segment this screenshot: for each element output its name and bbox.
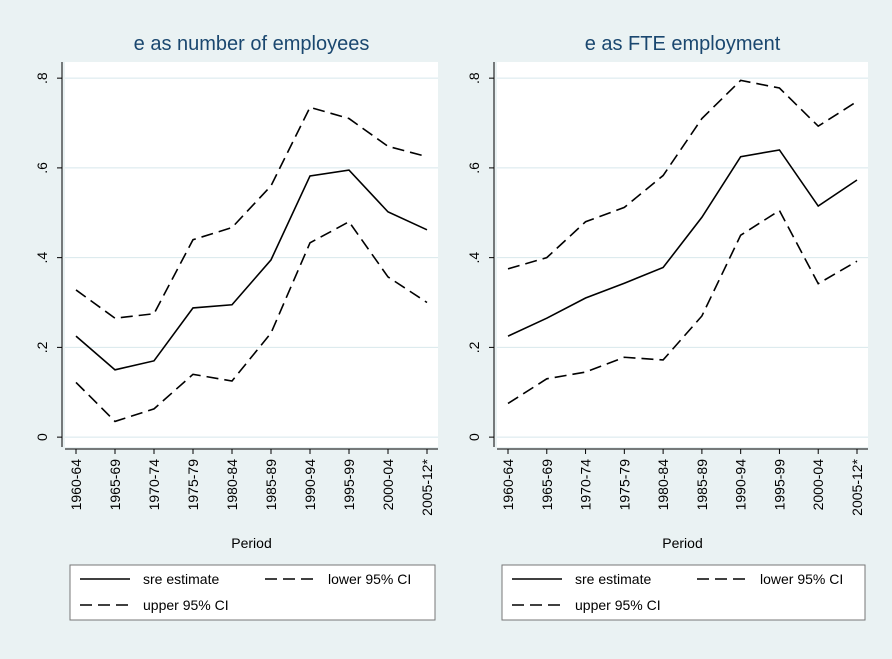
- series-line: [75, 220, 428, 423]
- x-tick-label: 1985-89: [694, 459, 710, 511]
- legend-label: sre estimate: [575, 571, 651, 587]
- series-line: [75, 106, 428, 320]
- plot-area: [497, 62, 868, 447]
- legend: [501, 564, 866, 621]
- x-tick-label: 1990-94: [733, 459, 749, 511]
- chart-title: e as FTE employment: [585, 33, 781, 55]
- x-tick-label: 2005-12*: [849, 458, 865, 515]
- series-line: [75, 169, 428, 371]
- x-tick-label: 2000-04: [380, 459, 396, 511]
- x-tick-label: 1980-84: [224, 459, 240, 511]
- y-tick-label: 0: [34, 433, 50, 441]
- y-tick-label: .6: [34, 162, 50, 174]
- y-tick-label: .2: [466, 341, 482, 353]
- x-tick-label: 2000-04: [810, 459, 826, 511]
- x-tick-label: 1975-79: [185, 459, 201, 511]
- y-tick-label: .4: [34, 252, 50, 264]
- y-tick-label: .8: [466, 72, 482, 84]
- x-tick-label: 1975-79: [616, 459, 632, 511]
- x-tick-label: 1970-74: [578, 459, 594, 511]
- x-tick-label: 1960-64: [68, 459, 84, 511]
- plot-area: [65, 62, 438, 447]
- series-line: [507, 209, 858, 405]
- x-tick-label: 1990-94: [302, 459, 318, 511]
- chart-title: e as number of employees: [134, 33, 370, 55]
- x-tick-label: 1980-84: [655, 459, 671, 511]
- x-tick-label: 1985-89: [263, 459, 279, 511]
- y-tick-label: .2: [34, 341, 50, 353]
- x-tick-label: 1965-69: [107, 459, 123, 511]
- legend-label: upper 95% CI: [575, 597, 661, 613]
- x-axis-label: Period: [231, 535, 271, 551]
- legend: [69, 564, 436, 621]
- x-tick-label: 1995-99: [771, 459, 787, 511]
- y-tick-label: .6: [466, 162, 482, 174]
- x-tick-label: 2005-12*: [419, 458, 435, 515]
- series-line: [507, 149, 858, 337]
- x-tick-label: 1960-64: [500, 459, 516, 511]
- x-tick-label: 1995-99: [341, 459, 357, 511]
- legend-label: lower 95% CI: [760, 571, 843, 587]
- y-tick-label: .4: [466, 252, 482, 264]
- legend-label: sre estimate: [143, 571, 219, 587]
- y-tick-label: 0: [466, 433, 482, 441]
- legend-label: upper 95% CI: [143, 597, 229, 613]
- x-tick-label: 1970-74: [146, 459, 162, 511]
- legend-label: lower 95% CI: [328, 571, 411, 587]
- y-tick-label: .8: [34, 72, 50, 84]
- series-line: [507, 79, 858, 270]
- x-axis-label: Period: [662, 535, 702, 551]
- x-tick-label: 1965-69: [539, 459, 555, 511]
